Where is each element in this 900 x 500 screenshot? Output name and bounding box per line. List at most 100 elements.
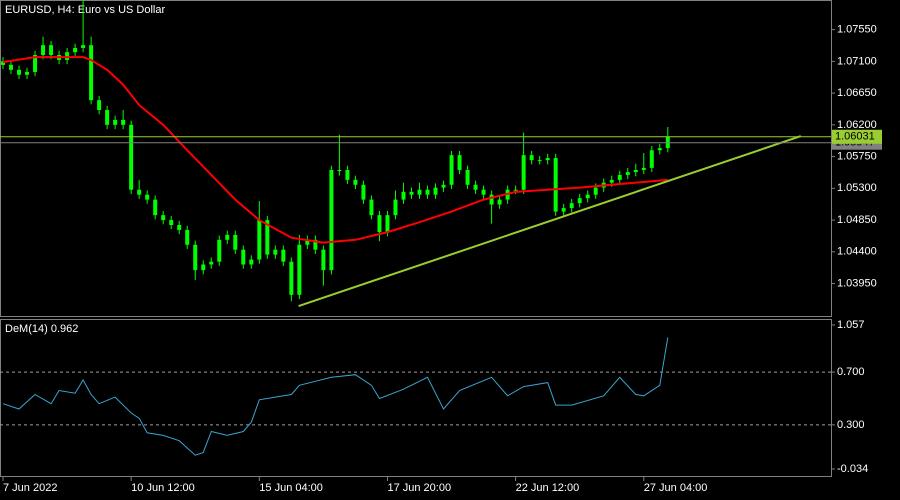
candle-body	[9, 64, 14, 70]
candle-body	[353, 179, 358, 185]
candle-body	[561, 208, 566, 212]
candle-body	[609, 179, 614, 183]
candle-body	[41, 45, 46, 56]
candle-body	[337, 169, 342, 171]
candle-body	[657, 148, 662, 151]
y-tick-label: 0.300	[837, 419, 865, 431]
candle-body	[553, 158, 558, 212]
y-tick-label: 1.07100	[837, 55, 877, 67]
y-tick-label: 1.04850	[837, 214, 877, 226]
candle-body	[361, 184, 366, 200]
x-tick-label: 10 Jun 12:00	[131, 482, 195, 494]
candle-body	[441, 184, 446, 188]
candle-body	[641, 167, 646, 170]
candle-body	[73, 47, 78, 53]
x-tick-label: 17 Jun 20:00	[387, 482, 451, 494]
candle-body	[321, 249, 326, 271]
candle-body	[369, 199, 374, 216]
candle-body	[649, 150, 654, 168]
candle-body	[297, 244, 302, 295]
candle-body	[25, 71, 30, 75]
candle-body	[457, 155, 462, 170]
candle-body	[345, 169, 350, 180]
y-tick-label: 1.04400	[837, 246, 877, 258]
main-pane-border	[0, 0, 832, 317]
candle-body	[137, 189, 142, 195]
indicator-title: DeM(14) 0.962	[5, 323, 78, 335]
price-label: 1.06031	[835, 131, 875, 143]
pane	[0, 0, 831, 308]
candle-body	[33, 55, 38, 72]
candle-body	[577, 198, 582, 204]
candle-body	[273, 249, 278, 255]
candle-body	[537, 160, 542, 162]
indicator-pane-border	[0, 319, 832, 477]
candle-body	[153, 199, 158, 216]
x-tick-label: 22 Jun 12:00	[516, 482, 580, 494]
candle-body	[65, 52, 70, 60]
candle-body	[313, 239, 318, 250]
candle-body	[17, 69, 22, 75]
candle-body	[385, 215, 390, 233]
candle-body	[481, 189, 486, 195]
candle-body	[89, 45, 94, 101]
y-tick-label: 0.700	[837, 366, 865, 378]
candle-body	[513, 189, 518, 191]
candle-body	[377, 215, 382, 233]
candle-body	[633, 169, 638, 173]
candle-body	[409, 191, 414, 195]
chart-title: EURUSD, H4: Euro vs US Dollar	[5, 4, 165, 16]
candle-body	[529, 155, 534, 161]
candle-body	[201, 264, 206, 271]
candle-body	[585, 194, 590, 199]
indicator-line	[2, 337, 669, 456]
candle-body	[465, 169, 470, 185]
candle-body	[265, 220, 270, 255]
candle-body	[521, 155, 526, 190]
candle-body	[225, 234, 230, 240]
candle-body	[625, 172, 630, 175]
candle-body	[217, 239, 222, 262]
x-tick-label: 15 Jun 04:00	[259, 482, 323, 494]
y-tick-label: -0.034	[837, 463, 868, 475]
candle-body	[569, 203, 574, 209]
y-tick-label: 1.06200	[837, 119, 877, 131]
candle-body	[497, 199, 502, 205]
candle-body	[289, 261, 294, 295]
candle-body	[425, 189, 430, 195]
candle-body	[129, 124, 134, 190]
price-label-box	[832, 129, 882, 144]
candle-body	[473, 184, 478, 190]
candle-body	[1, 61, 6, 65]
candle-body	[81, 45, 86, 48]
candle-body	[249, 259, 254, 265]
candle-body	[401, 191, 406, 200]
candle-body	[281, 249, 286, 262]
y-tick-label: 1.03950	[837, 277, 877, 289]
y-tick-label: 1.07550	[837, 24, 877, 36]
pane	[0, 337, 831, 456]
candle-body	[545, 158, 550, 161]
candle-body	[105, 110, 110, 125]
candle-body	[241, 249, 246, 265]
candle-body	[161, 215, 166, 221]
candle-body	[449, 155, 454, 185]
candle-body	[49, 45, 54, 56]
candle-body	[97, 100, 102, 111]
candle-body	[177, 225, 182, 230]
y-tick-label: 1.05750	[837, 150, 877, 162]
candle-body	[393, 199, 398, 216]
candle-body	[433, 187, 438, 195]
candle-body	[305, 239, 310, 245]
candle-body	[185, 229, 190, 245]
candle-body	[329, 169, 334, 271]
y-tick-label: 1.06650	[837, 87, 877, 99]
candle-body	[145, 194, 150, 200]
x-tick-label: 27 Jun 04:00	[644, 482, 708, 494]
candle-body	[121, 119, 126, 125]
candle-body	[489, 194, 494, 205]
candle-body	[209, 261, 214, 265]
candle-body	[593, 187, 598, 195]
moving-average	[2, 56, 668, 244]
